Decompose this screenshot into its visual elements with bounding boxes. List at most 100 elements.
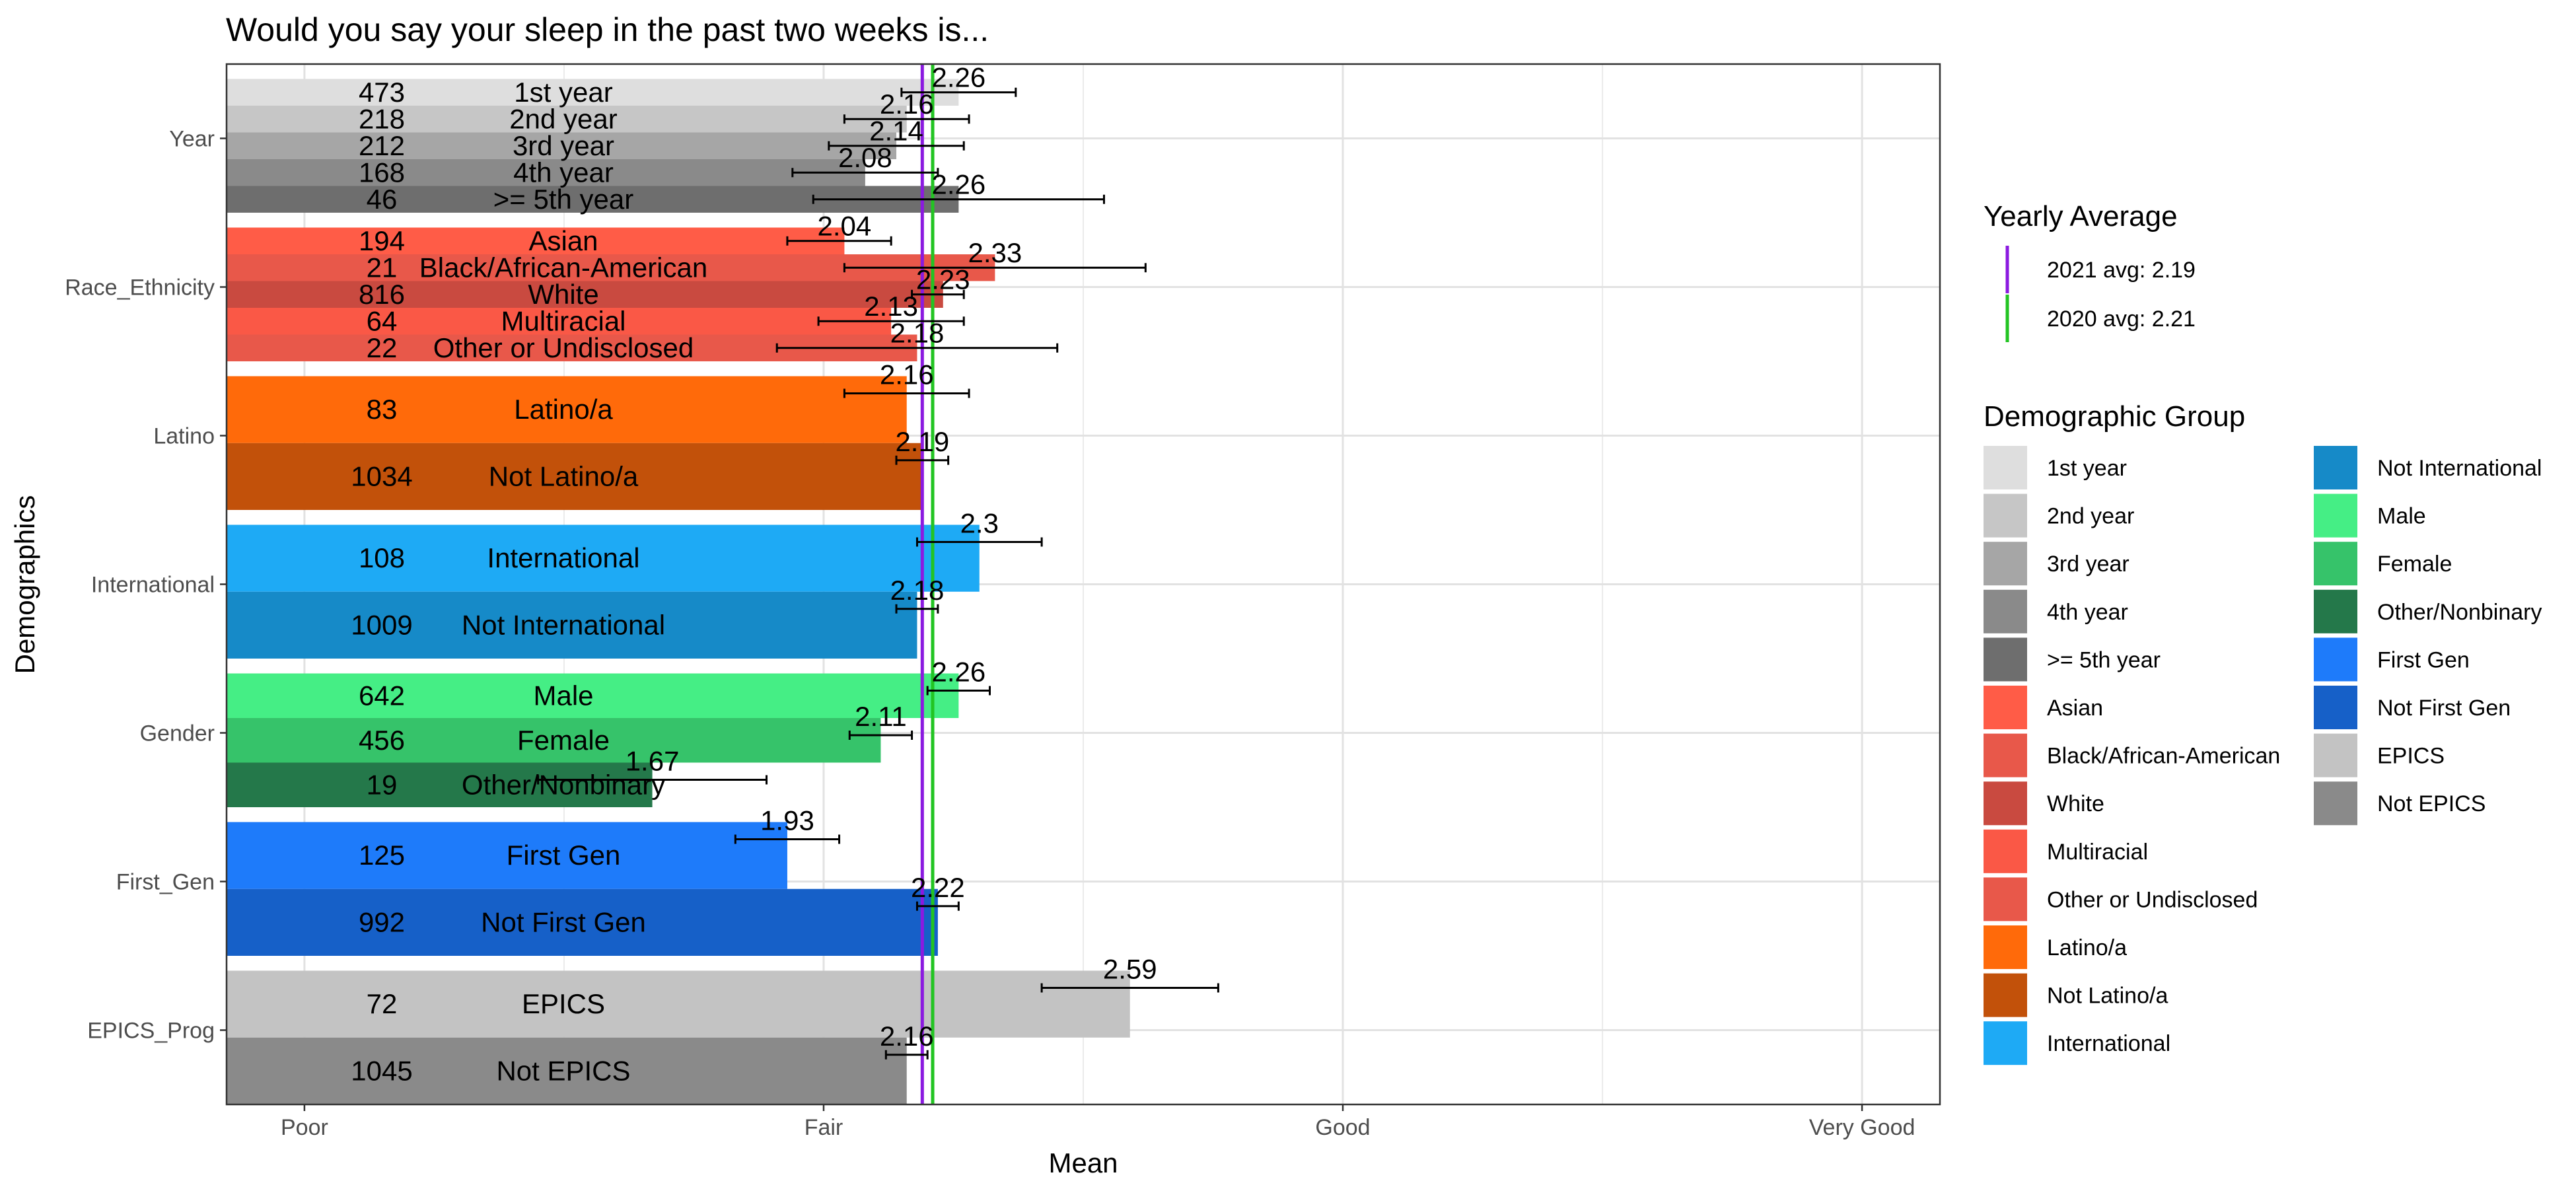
bar bbox=[227, 591, 917, 659]
legend-key bbox=[1984, 1021, 2027, 1065]
bar bbox=[227, 281, 943, 308]
bar-value-label: 2.04 bbox=[818, 211, 872, 242]
bar-group-label: 2nd year bbox=[509, 103, 617, 134]
legend-key bbox=[2314, 637, 2357, 682]
bar-group-label: International bbox=[487, 542, 639, 573]
y-tick-label: Year bbox=[169, 127, 215, 152]
bar-group-label: Not International bbox=[462, 609, 665, 640]
bar-count-label: 108 bbox=[359, 542, 405, 573]
bar-value-label: 2.16 bbox=[880, 1021, 934, 1052]
bar-group-label: Asian bbox=[528, 225, 598, 256]
bar-count-label: 22 bbox=[367, 332, 398, 363]
bar-group-label: >= 5th year bbox=[493, 184, 633, 215]
bar bbox=[227, 443, 923, 510]
bar-count-label: 125 bbox=[359, 840, 405, 871]
bar-group-label: First Gen bbox=[507, 840, 621, 871]
bar-count-label: 218 bbox=[359, 103, 405, 134]
bar-value-label: 1.93 bbox=[760, 805, 814, 836]
bar-group-label: Not Latino/a bbox=[489, 460, 639, 491]
bar-value-label: 2.16 bbox=[880, 359, 934, 390]
legend: Yearly Average 2021 avg: 2.19 2020 avg: 2.… bbox=[1984, 200, 2542, 1065]
legend-line-label: 2020 avg: 2.21 bbox=[2047, 306, 2196, 332]
legend-label: 4th year bbox=[2047, 600, 2128, 625]
legend-title-groups: Demographic Group bbox=[1984, 400, 2245, 433]
legend-key bbox=[2314, 781, 2357, 826]
bar-count-label: 83 bbox=[367, 394, 398, 425]
legend-key bbox=[1984, 877, 2027, 921]
bar-value-label: 2.11 bbox=[855, 701, 907, 732]
bar-count-label: 1009 bbox=[351, 609, 412, 640]
x-tick-label: Good bbox=[1315, 1115, 1370, 1140]
x-axis: Poor Fair Good Very Good bbox=[281, 1104, 1915, 1140]
bar-group-label: White bbox=[528, 279, 598, 310]
bar bbox=[227, 376, 907, 443]
bar-value-label: 1.67 bbox=[626, 746, 680, 777]
bar-value-label: 2.26 bbox=[931, 657, 985, 688]
bar bbox=[227, 132, 897, 159]
legend-label: Not First Gen bbox=[2377, 696, 2511, 721]
bar-group-label: 3rd year bbox=[513, 130, 614, 161]
legend-key bbox=[1984, 829, 2027, 873]
legend-key bbox=[2314, 493, 2357, 538]
bar bbox=[227, 718, 881, 763]
y-tick-label: EPICS_Prog bbox=[87, 1019, 215, 1044]
bar-count-label: 168 bbox=[359, 157, 405, 188]
legend-label: 3rd year bbox=[2047, 552, 2129, 577]
bar bbox=[227, 524, 980, 592]
y-tick-label: International bbox=[91, 573, 215, 598]
legend-key bbox=[1984, 589, 2027, 633]
bar-count-label: 46 bbox=[367, 184, 398, 215]
bar-group-label: Female bbox=[517, 725, 610, 756]
legend-label: 2nd year bbox=[2047, 504, 2134, 529]
y-axis: Year Race_Ethnicity Latino International Gen… bbox=[65, 127, 227, 1044]
x-tick-label: Fair bbox=[805, 1115, 843, 1140]
bar-count-label: 473 bbox=[359, 77, 405, 108]
legend-title-yearly: Yearly Average bbox=[1984, 200, 2178, 233]
legend-label: First Gen bbox=[2377, 647, 2470, 672]
y-tick-label: Race_Ethnicity bbox=[65, 275, 215, 301]
bar-value-label: 2.59 bbox=[1103, 954, 1157, 985]
bar-count-label: 21 bbox=[367, 252, 398, 283]
y-axis-title: Demographics bbox=[9, 495, 40, 674]
x-tick-label: Very Good bbox=[1809, 1115, 1915, 1140]
bar-group-label: Not EPICS bbox=[496, 1055, 630, 1086]
legend-label: Multiracial bbox=[2047, 840, 2148, 865]
bar bbox=[227, 308, 892, 335]
bar-value-label: 2.19 bbox=[895, 426, 949, 457]
bar-count-label: 194 bbox=[359, 225, 405, 256]
x-axis-title: Mean bbox=[1048, 1147, 1118, 1178]
legend-label: White bbox=[2047, 791, 2104, 816]
bar bbox=[227, 1037, 907, 1104]
legend-key bbox=[1984, 493, 2027, 538]
legend-key bbox=[2314, 446, 2357, 489]
bar-group-label: Black/African-American bbox=[419, 252, 707, 283]
legend-key bbox=[1984, 446, 2027, 489]
legend-label: Asian bbox=[2047, 696, 2103, 721]
legend-key bbox=[1984, 781, 2027, 826]
bar bbox=[227, 79, 959, 106]
bar-group-label: 1st year bbox=[514, 77, 612, 108]
y-tick-label: First_Gen bbox=[116, 870, 215, 895]
legend-label: Latino/a bbox=[2047, 935, 2127, 960]
legend-key bbox=[1984, 733, 2027, 777]
bar-group-label: Multiracial bbox=[501, 305, 626, 336]
bar-count-label: 1034 bbox=[351, 460, 412, 491]
legend-key bbox=[1984, 542, 2027, 586]
legend-label: Other/Nonbinary bbox=[2377, 600, 2542, 625]
legend-key bbox=[2314, 542, 2357, 586]
bar-count-label: 212 bbox=[359, 130, 405, 161]
legend-key bbox=[2314, 686, 2357, 729]
bar-count-label: 992 bbox=[359, 906, 405, 937]
bar-value-label: 2.3 bbox=[960, 508, 999, 539]
legend-label: 1st year bbox=[2047, 456, 2127, 481]
bar-value-label: 2.14 bbox=[869, 116, 923, 147]
bar-value-label: 2.26 bbox=[931, 169, 985, 200]
bar-value-label: 2.26 bbox=[931, 62, 985, 93]
legend-key bbox=[1984, 637, 2027, 682]
bar-value-label: 2.18 bbox=[890, 318, 945, 349]
legend-key bbox=[2314, 733, 2357, 777]
bar-count-label: 456 bbox=[359, 725, 405, 756]
legend-label: International bbox=[2047, 1031, 2170, 1056]
reference-lines bbox=[920, 64, 935, 1104]
